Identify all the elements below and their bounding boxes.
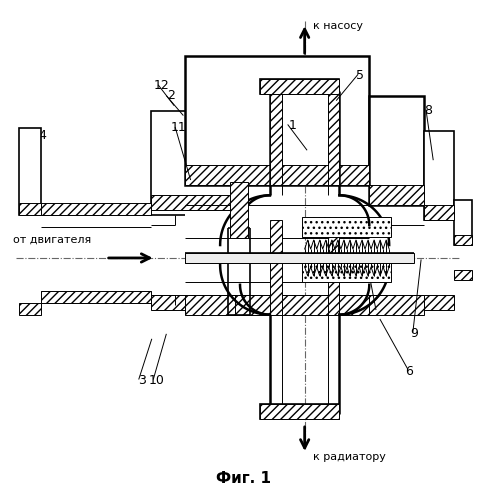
Text: 12: 12 (154, 79, 169, 92)
Bar (41, 203, 150, 215)
Text: 4: 4 (39, 129, 46, 142)
Text: 1: 1 (288, 119, 296, 132)
Bar (20, 203, 41, 215)
Bar (369, 295, 424, 315)
Bar (327, 220, 340, 315)
Bar (454, 270, 472, 280)
Bar (185, 56, 369, 185)
Bar (369, 96, 424, 205)
Bar (185, 253, 414, 263)
Text: 3: 3 (138, 374, 146, 388)
Bar (424, 205, 454, 220)
Bar (260, 404, 340, 419)
Bar (150, 295, 235, 310)
Bar (369, 185, 424, 205)
Text: 8: 8 (425, 104, 432, 117)
Bar (260, 79, 340, 94)
Bar (454, 200, 472, 245)
Bar (185, 166, 369, 185)
Bar (270, 91, 282, 185)
Bar (185, 295, 369, 315)
Text: к насосу: к насосу (313, 21, 363, 31)
Bar (424, 131, 454, 220)
Text: 5: 5 (356, 69, 365, 82)
Bar (270, 220, 282, 315)
Text: 6: 6 (405, 365, 413, 378)
Bar (302, 262, 391, 282)
Text: к радиатору: к радиатору (313, 452, 386, 462)
Bar (230, 182, 248, 238)
Bar (150, 111, 235, 210)
Bar (20, 128, 41, 215)
Text: 2: 2 (167, 89, 175, 102)
Bar (424, 295, 454, 310)
Bar (150, 195, 235, 210)
Bar (302, 217, 391, 237)
Text: 9: 9 (410, 327, 418, 340)
Bar (454, 235, 472, 245)
Bar (41, 291, 150, 303)
Bar (327, 91, 340, 185)
Text: 7: 7 (373, 305, 382, 318)
Bar (260, 404, 340, 419)
Bar (20, 303, 41, 315)
Text: 10: 10 (149, 374, 164, 388)
Text: от двигателя: от двигателя (13, 235, 92, 245)
Text: 11: 11 (171, 121, 186, 134)
Bar (260, 79, 340, 94)
Text: Фиг. 1: Фиг. 1 (217, 471, 271, 486)
